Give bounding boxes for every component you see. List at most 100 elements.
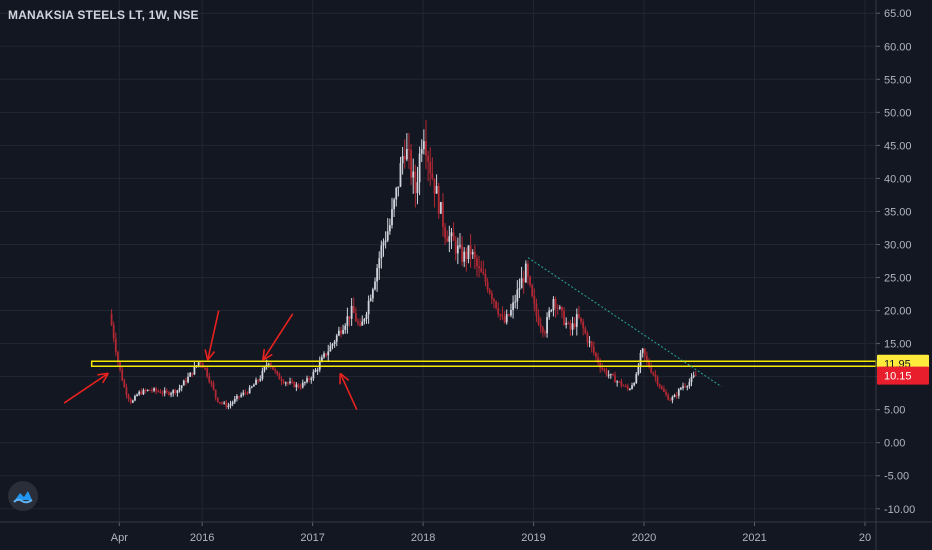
arrow-head[interactable] [262,349,266,361]
candle-body [259,378,262,381]
candle-body [484,274,487,282]
candle-body [395,187,398,200]
candle-body [639,352,642,368]
candle-body [692,375,695,378]
candle-body [677,389,680,396]
candle-body [208,376,211,382]
candle-body [388,225,391,232]
candle-body [493,298,495,302]
chart-grid [0,0,876,522]
arrow-head[interactable] [102,372,109,384]
candle-body [323,353,325,358]
candle-body [391,209,393,226]
candle-body [533,296,536,304]
last-price-label [877,366,929,385]
candle-body [350,305,353,319]
candle-body [622,385,625,387]
time-axis[interactable]: Apr 2016 2017 2018 2019 2020 2021 20 [0,521,932,544]
candle-body [176,390,179,393]
candle-body [690,377,693,383]
candle-body [223,402,226,404]
candle-body [342,329,345,334]
candle-body [569,322,572,330]
candle-body [592,346,595,353]
candle-body [465,251,468,260]
candle-body [535,303,538,316]
candle-body [476,258,478,267]
trend-line[interactable] [527,257,722,387]
support-line[interactable] [90,360,877,367]
candle-body [376,268,379,282]
candle-body [575,314,578,327]
candle-body [263,366,266,371]
candle-body [357,321,359,324]
candle-body [185,380,187,383]
price-tick-label: 55.00 [884,74,912,86]
arrow-head[interactable] [204,349,209,361]
candle-body [178,388,181,391]
candle-body [633,383,636,386]
candle-body [261,370,264,379]
candle-body [371,289,374,299]
time-tick-label: 2017 [300,532,324,544]
candle-body [397,186,400,188]
price-tick-label: 65.00 [884,8,912,20]
arrow-head[interactable] [262,353,273,361]
candle-body [425,141,427,156]
candle-body [646,355,648,361]
candle-body [346,316,349,326]
candle-body [112,325,115,339]
candle-body [269,363,272,367]
candle-body [219,402,221,404]
candlestick-series [110,119,697,410]
candle-body [354,313,357,322]
candle-body [503,316,506,323]
candle-body [544,332,546,334]
candle-body [518,288,521,290]
candle-body [650,367,653,373]
candle-body [461,245,463,262]
arrow-head[interactable] [339,372,350,381]
time-tick-label: 2019 [521,532,545,544]
arrow-shaft[interactable] [63,372,109,404]
candle-body [212,383,215,390]
candle-body [161,393,164,395]
candle-body [125,387,128,395]
candle-body [601,367,604,370]
annotation-arrows[interactable] [63,310,358,411]
candle-body [607,374,610,376]
candle-body [667,394,670,400]
candle-body [127,394,130,399]
arrow-shaft[interactable] [206,310,220,361]
arrow-shaft[interactable] [262,313,294,361]
candle-body [312,371,315,379]
candle-body [412,171,415,178]
candle-body [146,389,149,391]
arrow-head[interactable] [97,372,109,376]
price-tick-label: 35.00 [884,206,912,218]
candle-body [663,389,665,392]
tradingview-logo-icon[interactable] [8,481,38,511]
candle-body [512,302,514,310]
candle-body [603,369,606,371]
candle-body [556,308,559,310]
price-tick-label: 50.00 [884,107,912,119]
candle-body [437,185,440,214]
candle-body [473,251,476,259]
price-axis[interactable]: 65.00 60.00 55.00 50.00 45.00 40.00 35.00 30.00… [875,0,915,550]
candle-body [571,323,574,330]
arrow-shaft[interactable] [339,372,358,411]
candle-body [289,381,291,383]
candle-body [573,323,576,327]
candle-body [629,388,631,390]
price-tick-label: 40.00 [884,173,912,185]
candle-body [276,370,279,375]
candle-body [658,384,661,387]
candle-body [669,399,672,401]
candle-body [665,391,667,395]
arrow-head[interactable] [207,350,216,361]
candle-body [163,390,166,394]
candle-body [110,313,113,326]
